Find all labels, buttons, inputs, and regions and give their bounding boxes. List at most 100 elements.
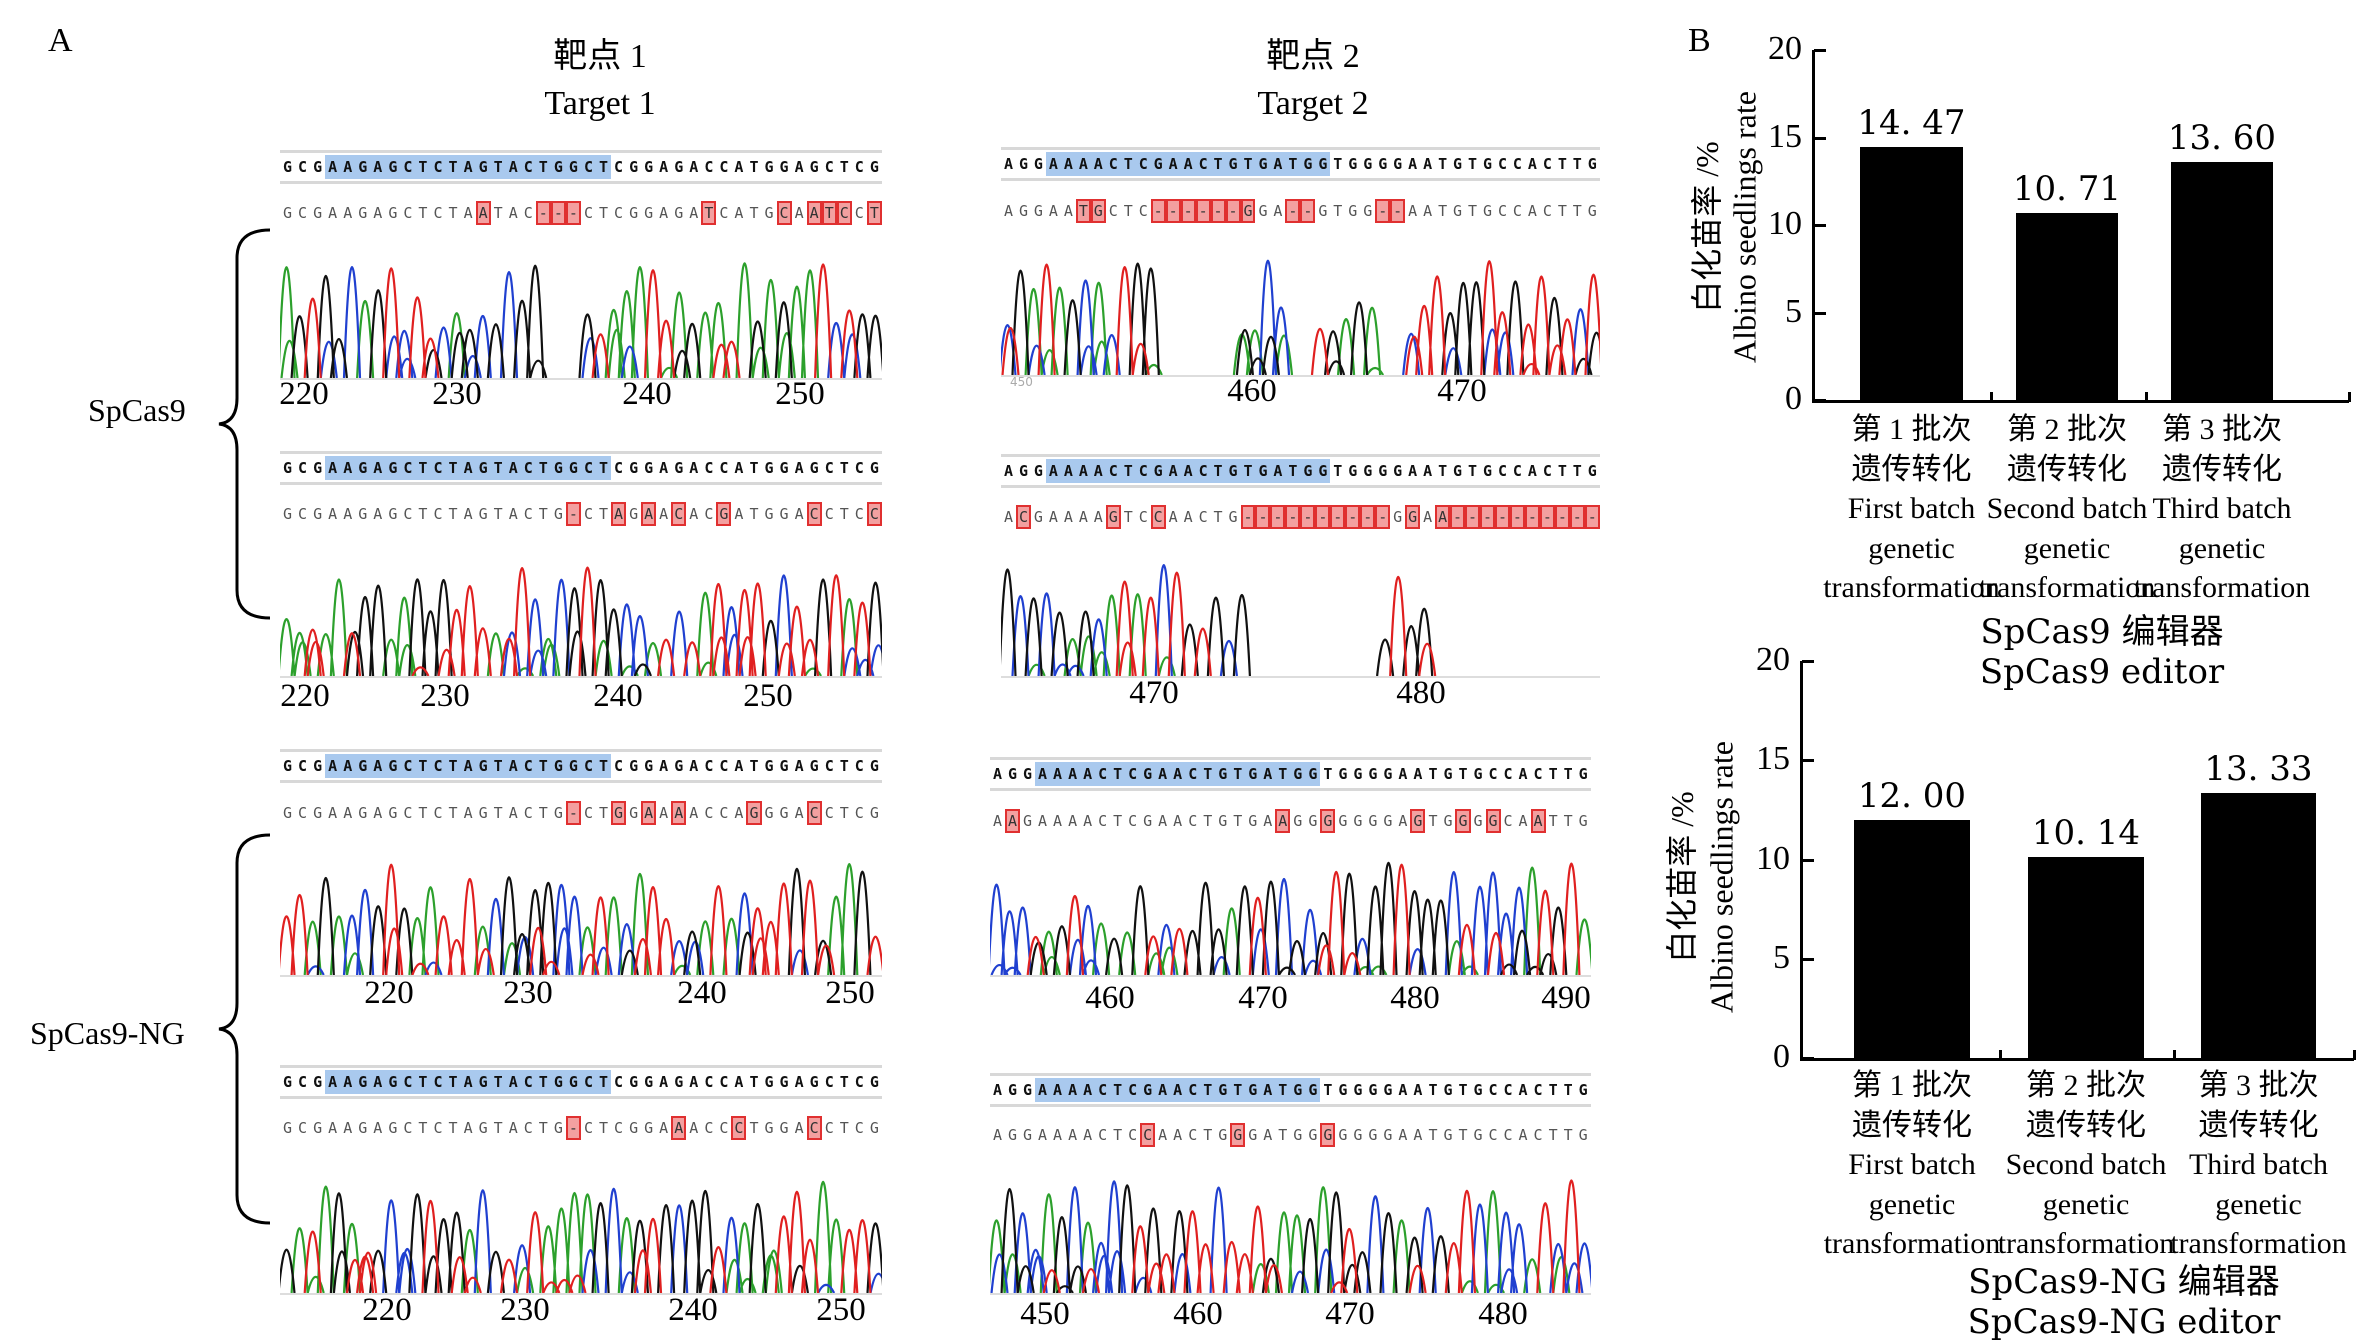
reference-base: G (283, 757, 293, 775)
sample-base: A (659, 804, 669, 822)
mismatch-base: - (565, 502, 581, 526)
track-divider (1001, 454, 1600, 457)
sample-base: T (448, 804, 458, 822)
reference-base: C (298, 158, 308, 176)
reference-base: A (1423, 462, 1433, 480)
reference-base: T (1323, 1081, 1333, 1099)
sample-base: C (854, 1119, 864, 1137)
sample-base: C (523, 204, 533, 222)
reference-base: A (370, 456, 386, 480)
position-tick: 460 (1173, 1296, 1223, 1332)
chromatogram (990, 1179, 1591, 1295)
position-tick: 480 (1478, 1296, 1528, 1332)
sample-base: G (1482, 202, 1492, 220)
reference-base: C (1503, 765, 1513, 783)
sample-base: G (283, 505, 293, 523)
reference-base: T (1120, 152, 1136, 176)
chart-title-line: SpCas9 editor (1979, 652, 2225, 692)
reference-base: A (1398, 1081, 1408, 1099)
chromatogram (1001, 259, 1600, 377)
reference-base: G (674, 158, 684, 176)
sample-base: G (1248, 1126, 1258, 1144)
reference-base: T (445, 155, 461, 179)
sample-base: A (1168, 508, 1178, 526)
editor-label-spcas9: SpCas9 (88, 392, 186, 428)
y-tick-label: 15 (1756, 740, 1790, 778)
reference-base: A (659, 459, 669, 477)
chart-title-line: SpCas9-NG 编辑器 (1968, 1262, 2280, 1302)
sample-base: C (1503, 812, 1513, 830)
bar (1860, 146, 1963, 400)
target2-title: 靶点 2 Target 2 (1113, 33, 1513, 127)
mismatch-base: T (1075, 199, 1091, 223)
sample-base: T (598, 204, 609, 222)
y-tick-label: 20 (1768, 30, 1802, 67)
reference-base: G (764, 1073, 774, 1091)
category-label-line: 遗传转化 (2007, 452, 2127, 486)
reference-base: T (415, 456, 431, 480)
reference-base: C (1135, 459, 1151, 483)
reference-base: C (298, 459, 308, 477)
reference-base: A (689, 1073, 699, 1091)
reference-base: C (1542, 462, 1552, 480)
reference-base: G (1353, 765, 1363, 783)
reference-base: T (1468, 155, 1478, 173)
reference-base: G (1023, 1081, 1033, 1099)
reference-base: A (689, 158, 699, 176)
sample-base: A (343, 804, 353, 822)
reference-base: G (1353, 1081, 1363, 1099)
reference-base: C (298, 1073, 308, 1091)
sample-base: G (1338, 1126, 1348, 1144)
mismatch-base: - (1345, 505, 1361, 529)
position-tick: 230 (500, 1292, 550, 1328)
reference-base: C (1185, 762, 1201, 786)
reference-base: G (1378, 462, 1388, 480)
reference-base: T (1210, 459, 1226, 483)
reference-base: C (704, 459, 714, 477)
sample-base: G (1363, 202, 1373, 220)
sample-base: G (869, 804, 879, 822)
reference-base: A (794, 158, 804, 176)
target1-title: 靶点 1 Target 1 (400, 33, 800, 127)
reference-base: A (505, 754, 521, 778)
category-label-line: 第 3 批次 (2198, 1069, 2319, 1102)
reference-base: C (1105, 459, 1121, 483)
x-axis (1800, 1058, 2354, 1061)
category-label-line: First batch (1848, 1148, 1976, 1181)
reference-base: T (1548, 1081, 1558, 1099)
reference-base: C (580, 155, 596, 179)
trace-a (990, 1186, 1571, 1294)
position-tick: 450 (1020, 1296, 1070, 1332)
category-label-line: 第 2 批次 (2007, 413, 2127, 446)
position-tick: 480 (1396, 675, 1446, 711)
spcas9-ng-brace (218, 833, 271, 1225)
sample-base: A (328, 1119, 338, 1137)
reference-base: C (1095, 1078, 1111, 1102)
mismatch-base: A (475, 201, 491, 225)
sample-base: A (463, 804, 473, 822)
reference-base: G (1587, 462, 1597, 480)
sample-base: T (1563, 812, 1573, 830)
sample-base: A (1083, 812, 1093, 830)
reference-base: G (674, 1073, 684, 1091)
reference-base: G (809, 158, 819, 176)
reference-base: T (1333, 155, 1343, 173)
sample-base: A (508, 1119, 518, 1137)
target2-title-en: Target 2 (1257, 85, 1369, 122)
sample-base: G (478, 804, 488, 822)
mismatch-base: - (1255, 505, 1271, 529)
track-divider (990, 788, 1591, 791)
sample-base: G (869, 1119, 879, 1137)
sample-base: C (403, 804, 413, 822)
sample-base: G (1473, 812, 1483, 830)
sample-base: T (1203, 1126, 1213, 1144)
sample-base: G (1383, 1126, 1393, 1144)
sample-base: C (403, 505, 413, 523)
bar (1854, 819, 1970, 1058)
reference-base: T (1120, 459, 1136, 483)
mismatch-base: C (731, 1116, 747, 1140)
mismatch-base: - (1584, 505, 1600, 529)
sample-base: A (659, 1119, 669, 1137)
